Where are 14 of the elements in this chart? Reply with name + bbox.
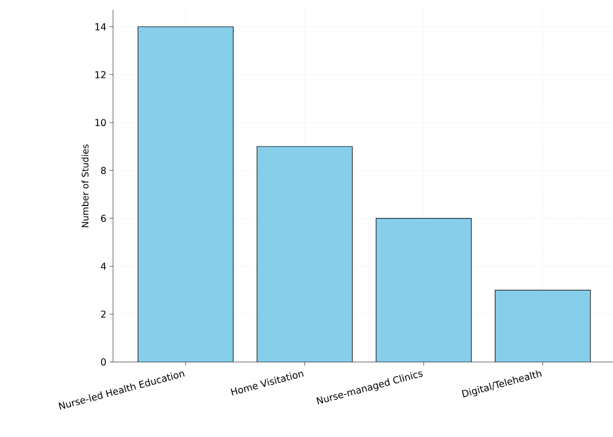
y-tick-label: 4 (100, 262, 106, 270)
y-tick-label: 12 (95, 71, 106, 78)
x-tick-label: Home Visitation (230, 372, 304, 396)
y-tick-label: 2 (101, 310, 106, 318)
bar (376, 218, 472, 362)
y-tick-label: 14 (95, 23, 106, 30)
bar (494, 290, 591, 362)
y-axis-title: Number of Studies (82, 144, 89, 228)
y-tick-label: 6 (101, 214, 106, 222)
y-tick-label: 8 (101, 166, 106, 174)
y-tick-label: 10 (95, 118, 106, 126)
bar (257, 146, 352, 362)
y-tick-label: 0 (101, 358, 106, 366)
bar (138, 26, 234, 362)
